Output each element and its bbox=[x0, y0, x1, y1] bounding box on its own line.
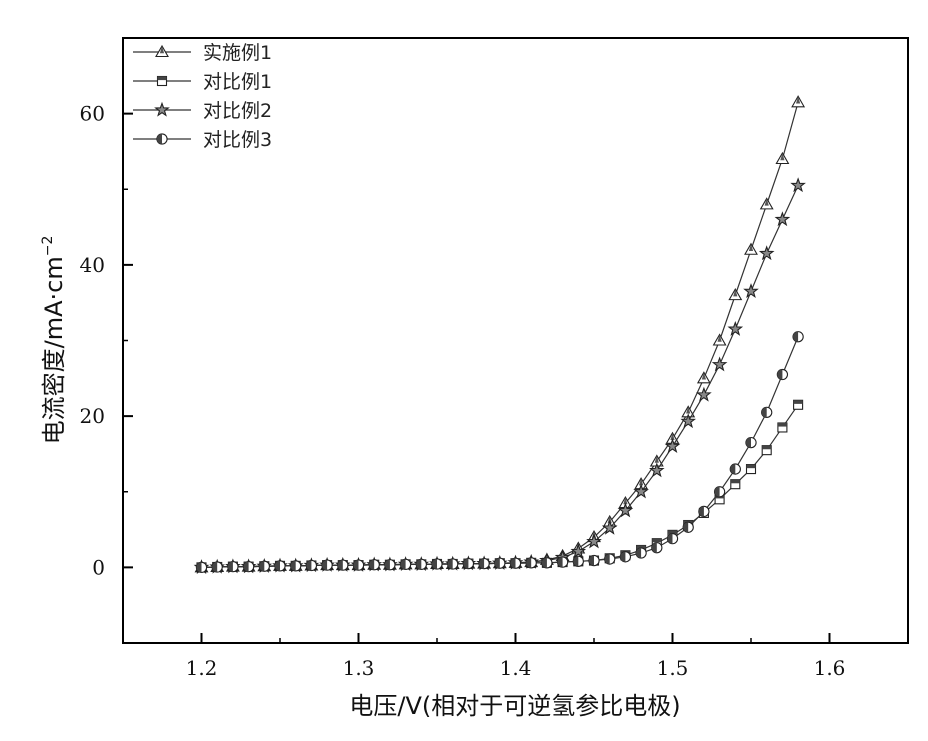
series-layer bbox=[195, 96, 804, 572]
data-point bbox=[572, 545, 585, 557]
x-tick-label: 1.3 bbox=[343, 656, 375, 680]
data-point-fill bbox=[778, 423, 787, 427]
data-point-fill bbox=[731, 480, 740, 484]
x-axis-title: 电压/V(相对于可逆氢参比电极) bbox=[349, 692, 680, 720]
series-4 bbox=[196, 332, 803, 573]
data-point bbox=[588, 535, 601, 547]
legend-label: 对比例3 bbox=[203, 129, 272, 151]
x-axis-ticks: 1.2 1.3 1.4 1.5 1.6 bbox=[123, 633, 908, 680]
legend-label: 对比例1 bbox=[203, 71, 272, 93]
y-axis-title-superscript: −2 bbox=[40, 236, 56, 257]
data-point-fill bbox=[794, 400, 803, 404]
series-line bbox=[202, 405, 799, 568]
legend-marker bbox=[156, 103, 169, 115]
data-point bbox=[698, 388, 711, 400]
data-point-fill bbox=[652, 539, 661, 543]
y-axis-ticks: 0 20 40 60 bbox=[80, 38, 133, 643]
data-point bbox=[776, 213, 789, 225]
series-line bbox=[202, 337, 799, 568]
data-point bbox=[792, 179, 805, 191]
legend-marker-fill bbox=[158, 77, 167, 81]
legend-label: 对比例2 bbox=[203, 100, 272, 122]
data-point bbox=[760, 247, 773, 259]
x-tick-label: 1.4 bbox=[500, 656, 532, 680]
data-point-fill bbox=[762, 446, 771, 450]
y-tick-label: 60 bbox=[80, 102, 105, 126]
series-2 bbox=[197, 400, 803, 572]
legend-label: 实施例1 bbox=[203, 42, 272, 64]
y-axis-title: 电流密度/mA·cm−2 bbox=[40, 236, 68, 445]
legend: 实施例1 对比例1 对比例2 对比例3 bbox=[133, 42, 272, 151]
x-tick-label: 1.5 bbox=[657, 656, 689, 680]
data-point bbox=[729, 323, 742, 335]
x-tick-label: 1.6 bbox=[814, 656, 846, 680]
y-tick-label: 40 bbox=[80, 253, 105, 277]
series-3 bbox=[195, 179, 804, 573]
data-point bbox=[745, 285, 758, 297]
data-point-fill bbox=[747, 465, 756, 469]
y-tick-label: 20 bbox=[80, 404, 105, 428]
y-tick-label: 0 bbox=[92, 555, 105, 579]
series-line bbox=[202, 102, 799, 567]
data-point bbox=[713, 358, 726, 370]
x-tick-label: 1.2 bbox=[186, 656, 218, 680]
y-axis-title-main: 电流密度/mA·cm bbox=[40, 256, 68, 444]
